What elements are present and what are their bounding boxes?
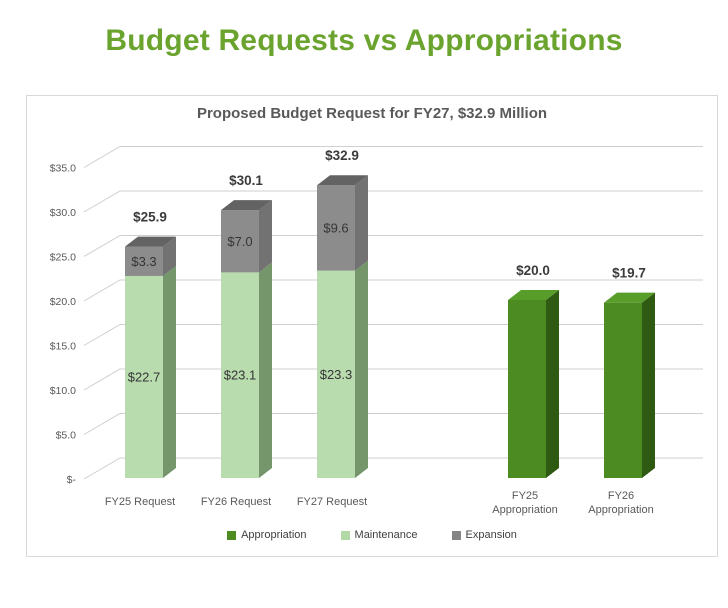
bar-segment-side: [355, 260, 368, 478]
bar-segment-side: [355, 175, 368, 271]
category-label: FY27 Request: [297, 496, 367, 508]
legend-swatch-icon: [340, 530, 350, 540]
segment-value-label: $7.0: [227, 234, 252, 249]
bar-segment-side: [546, 290, 559, 478]
bar-total-label: $32.9: [325, 148, 359, 163]
gridline: [83, 279, 703, 302]
bar-segment-side: [163, 236, 176, 276]
bar-segment-front: [125, 246, 163, 276]
chart-legend: Appropriation Maintenance Expansion: [27, 529, 717, 541]
segment-value-label: $23.3: [320, 367, 353, 382]
category-label: FY25: [512, 490, 538, 502]
bar-top-face: [125, 236, 176, 247]
bar-segment-front: [125, 275, 163, 478]
y-tick-label: $-: [67, 474, 77, 486]
y-tick-label: $20.0: [50, 296, 76, 308]
bar-segment-side: [259, 262, 272, 478]
legend-label: Expansion: [465, 529, 517, 541]
bar-segment-side: [163, 265, 176, 478]
legend-swatch-icon: [227, 530, 237, 540]
category-label: FY26 Request: [201, 496, 271, 508]
chart-card: $35.0 $30.0 $25.0 $20.0 $15.0 $10.0 $5.0 $- $22.…: [26, 95, 718, 557]
y-tick-label: $5.0: [56, 430, 77, 442]
page-title: Budget Requests vs Appropriations: [105, 24, 623, 57]
bar-total-label: $19.7: [612, 266, 646, 281]
legend-label: Maintenance: [354, 529, 418, 541]
legend-item-maintenance: Maintenance: [340, 529, 418, 541]
bar-segment-front: [508, 300, 546, 478]
y-tick-label: $15.0: [50, 341, 76, 353]
bar-segment-side: [259, 200, 272, 273]
bar-total-label: $30.1: [229, 173, 263, 188]
bar-top-face: [317, 175, 368, 186]
bar-total-label: $20.0: [516, 263, 550, 278]
y-tick-label: $30.0: [50, 207, 76, 219]
bar-segment-front: [221, 210, 259, 273]
category-label: FY26: [608, 490, 634, 502]
category-label: FY25 Request: [105, 496, 175, 508]
y-tick-label: $35.0: [50, 163, 76, 175]
legend-item-appropriation: Appropriation: [227, 529, 307, 541]
legend-label: Appropriation: [241, 529, 307, 541]
segment-value-label: $3.3: [131, 254, 156, 269]
bar-segment-side: [642, 292, 655, 478]
y-tick-label: $10.0: [50, 385, 76, 397]
legend-swatch-icon: [451, 530, 461, 540]
bar-segment-front: [221, 272, 259, 478]
chart-title: Proposed Budget Request for FY27, $32.9 …: [196, 105, 548, 122]
budget-bar-chart: $35.0 $30.0 $25.0 $20.0 $15.0 $10.0 $5.0 $- $22.…: [50, 146, 703, 516]
bar-segment-front: [317, 270, 355, 478]
gridline: [83, 190, 703, 213]
segment-value-label: $22.7: [128, 369, 161, 384]
legend-item-expansion: Expansion: [451, 529, 517, 541]
segment-value-label: $23.1: [224, 368, 257, 383]
gridline: [83, 235, 703, 257]
bar-total-label: $25.9: [133, 210, 167, 225]
bar-segment-front: [604, 302, 642, 478]
bar-top-face: [508, 290, 559, 300]
y-tick-label: $25.0: [50, 252, 76, 264]
bar-segment-front: [317, 185, 355, 271]
category-label: Appropriation: [492, 504, 557, 516]
bar-top-face: [221, 200, 272, 211]
bar-top-face: [604, 292, 655, 303]
gridline: [83, 146, 703, 168]
segment-value-label: $9.6: [323, 220, 348, 235]
category-label: Appropriation: [588, 504, 653, 516]
